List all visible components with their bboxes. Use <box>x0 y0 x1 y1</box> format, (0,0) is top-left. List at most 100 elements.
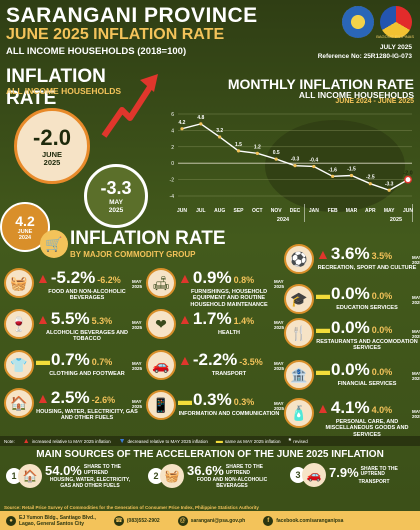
commodity-previous-value: -3.5% <box>239 357 263 367</box>
commodity-value-row: ▲ 3.6% 3.5% <box>316 244 418 264</box>
commodity-name: CLOTHING AND FOOTWEAR <box>49 371 125 377</box>
chart-data-label: 3.2 <box>216 128 223 134</box>
chart-year-label: 2025 <box>390 217 402 223</box>
commodity-card: ⚽▲3.6%3.5%MAY2025RECREATION, SPORT AND C… <box>284 244 420 274</box>
equal-icon: ▬ <box>316 320 330 336</box>
commodity-card: 🍷 ▲ 5.5% 5.3% MAY 2025 ALCOHOLIC BEVERAGES AND… <box>4 309 142 343</box>
facebook-page: facebook.com/saranganipsa <box>276 517 344 524</box>
commodity-value-row: ▲ 5.5% 5.3% <box>36 309 138 329</box>
previous-inflation-year: 2025 <box>108 206 124 214</box>
footer-email[interactable]: @ sarangani@psa.gov.ph <box>177 515 245 526</box>
commodity-previous-year-label: 2025 <box>273 365 284 371</box>
up-arrow-icon: ▲ <box>316 246 330 262</box>
commodity-inflation-value: 3.6% <box>330 244 370 263</box>
chart-data-label: -1.5 <box>347 167 356 173</box>
chart-data-label: 4.8 <box>197 115 204 121</box>
commodity-value-row: ▬ 0.0% 0.0% <box>316 360 418 380</box>
chart-data-label: 1.5 <box>235 142 242 148</box>
source-text: 54.0% SHARE TO THE UPTREND HOUSING, WATER, … <box>45 463 135 489</box>
previous-inflation-bubble: -3.3 MAY 2025 <box>84 164 148 228</box>
commodity-name: HOUSING, WATER, ELECTRICITY, GAS AND OTH… <box>36 409 138 422</box>
commodity-previous-year-label: 2025 <box>273 324 284 330</box>
commodity-value-row: ▬ 0.7% 0.7% <box>36 350 138 370</box>
commodity-value-row: ▬ 0.0% 0.0% <box>316 318 418 338</box>
year-ago-inflation-year: 2024 <box>18 235 32 241</box>
chart-y-tick-label: 6 <box>171 112 174 118</box>
commodity-previous-year-label: 2025 <box>411 333 420 339</box>
commodity-card: 🛋 ▲ 0.9% 0.8% MAY 2025 FURNISHINGS, HOUSEHOLD … <box>146 268 284 308</box>
commodity-inflation-value: 0.3% <box>193 390 232 409</box>
commodity-card: 🧴▲4.1%4.0%MAY2025PERSONAL CARE, AND MISC… <box>284 398 420 438</box>
commodity-previous-year-label: 2025 <box>131 283 142 289</box>
chart-x-tick-label: DEC <box>290 208 301 214</box>
commodity-card: 🏠 ▲ 2.5% -2.6% MAY 2025 HOUSING, WATER, ELECTR… <box>4 388 142 422</box>
previous-inflation-value: -3.3 <box>100 178 132 199</box>
commodity-value-row: ▲ 4.1% 4.0% <box>316 398 418 418</box>
legend-down-label: decreased relative to MAY 2025 inflation <box>127 438 208 444</box>
commodity-previous-month-label: MAY <box>273 361 284 366</box>
chart-y-tick-label: -4 <box>170 194 175 200</box>
sources-title: MAIN SOURCES OF THE ACCELERATION OF THE … <box>36 449 384 460</box>
commodity-card: ❤ ▲ 1.7% 1.4% MAY 2025 HEALTH <box>146 309 284 339</box>
commodity-card-body: ▬0.0%0.0%MAY2025FINANCIAL SERVICES <box>316 360 420 387</box>
commodity-inflation-value: 4.1% <box>330 398 370 417</box>
up-arrow-icon: ▲ <box>178 270 192 286</box>
current-inflation-year: 2025 <box>43 158 61 167</box>
commodity-inflation-value: 0.7% <box>51 350 90 369</box>
up-arrow-icon: ▲ <box>178 311 192 327</box>
commodity-previous-value: 3.5% <box>371 251 393 261</box>
commodity-inflation-value: 0.0% <box>331 284 370 303</box>
legend-revised-label: revised <box>293 438 308 444</box>
commodity-previous-month-label: MAY <box>131 399 142 404</box>
up-arrow-icon: ▲ <box>178 352 192 368</box>
chart-point <box>255 151 259 155</box>
chart-data-label: -2.5 <box>366 175 375 181</box>
chart-point <box>349 173 354 178</box>
footer-facebook[interactable]: f facebook.com/saranganipsa <box>263 515 344 526</box>
legend-same-label: same as MAY 2025 inflation <box>224 438 281 444</box>
legend: Note: ▲ increased relative to MAY 2025 in… <box>0 436 420 446</box>
chart-point <box>331 174 335 178</box>
chart-point <box>180 127 184 131</box>
commodity-previous-month-label: MAY <box>411 329 420 334</box>
commodity-subtitle: BY MAJOR COMMODITY GROUP <box>70 250 196 259</box>
source-item: 1 🏠 54.0% SHARE TO THE UPTREND HOUSING, WATER… <box>6 463 136 489</box>
commodity-previous-year-label: 2025 <box>273 405 284 411</box>
commodity-previous-year-label: 2025 <box>411 259 420 265</box>
chart-point <box>199 122 203 126</box>
bagong-pilipinas-logo-icon <box>380 6 412 38</box>
commodity-card-body: ▬ 0.7% 0.7% MAY 2025 CLOTHING AND FOOTWEAR <box>36 350 142 377</box>
commodity-previous-value: -2.6% <box>91 395 116 405</box>
year-ago-inflation-month: JUNE <box>17 228 33 235</box>
source-commodity-name: FOOD AND NON-ALCOHOLIC BEVERAGES <box>196 477 268 489</box>
current-inflation-month: JUNE <box>41 149 62 159</box>
psa-logo-icon <box>342 6 374 38</box>
address-line-2: Lagao, General Santos City <box>19 520 85 527</box>
up-arrow-icon: ▲ <box>36 390 50 406</box>
commodity-previous-month-label: MAY <box>131 361 142 366</box>
commodity-value-row: ▬ 0.3% 0.3% <box>178 390 280 410</box>
commodity-previous-value: 0.3% <box>233 397 255 407</box>
source-share-value: 36.6% <box>187 463 224 478</box>
commodity-inflation-value: -2.2% <box>192 350 238 369</box>
commodity-name: INFORMATION AND COMMUNICATION <box>178 411 280 417</box>
commodity-previous-month-label: MAY <box>273 279 284 284</box>
chart-point <box>274 157 278 161</box>
logos <box>342 6 414 42</box>
province-title: SARANGANI PROVINCE <box>6 4 258 27</box>
ball-icon: ⚽ <box>284 244 314 274</box>
restaurant-icon: 🍴 <box>284 318 314 348</box>
commodity-previous-value: 0.0% <box>371 367 393 377</box>
commodity-inflation-value: 2.5% <box>50 388 90 407</box>
commodity-name: FURNISHINGS, HOUSEHOLD EQUIPMENT AND ROU… <box>190 289 268 308</box>
commodity-name: ALCOHOLIC BEVERAGES AND TOBACCO <box>46 330 128 343</box>
bank-icon: 🏦 <box>284 360 314 390</box>
chart-point <box>218 135 222 139</box>
